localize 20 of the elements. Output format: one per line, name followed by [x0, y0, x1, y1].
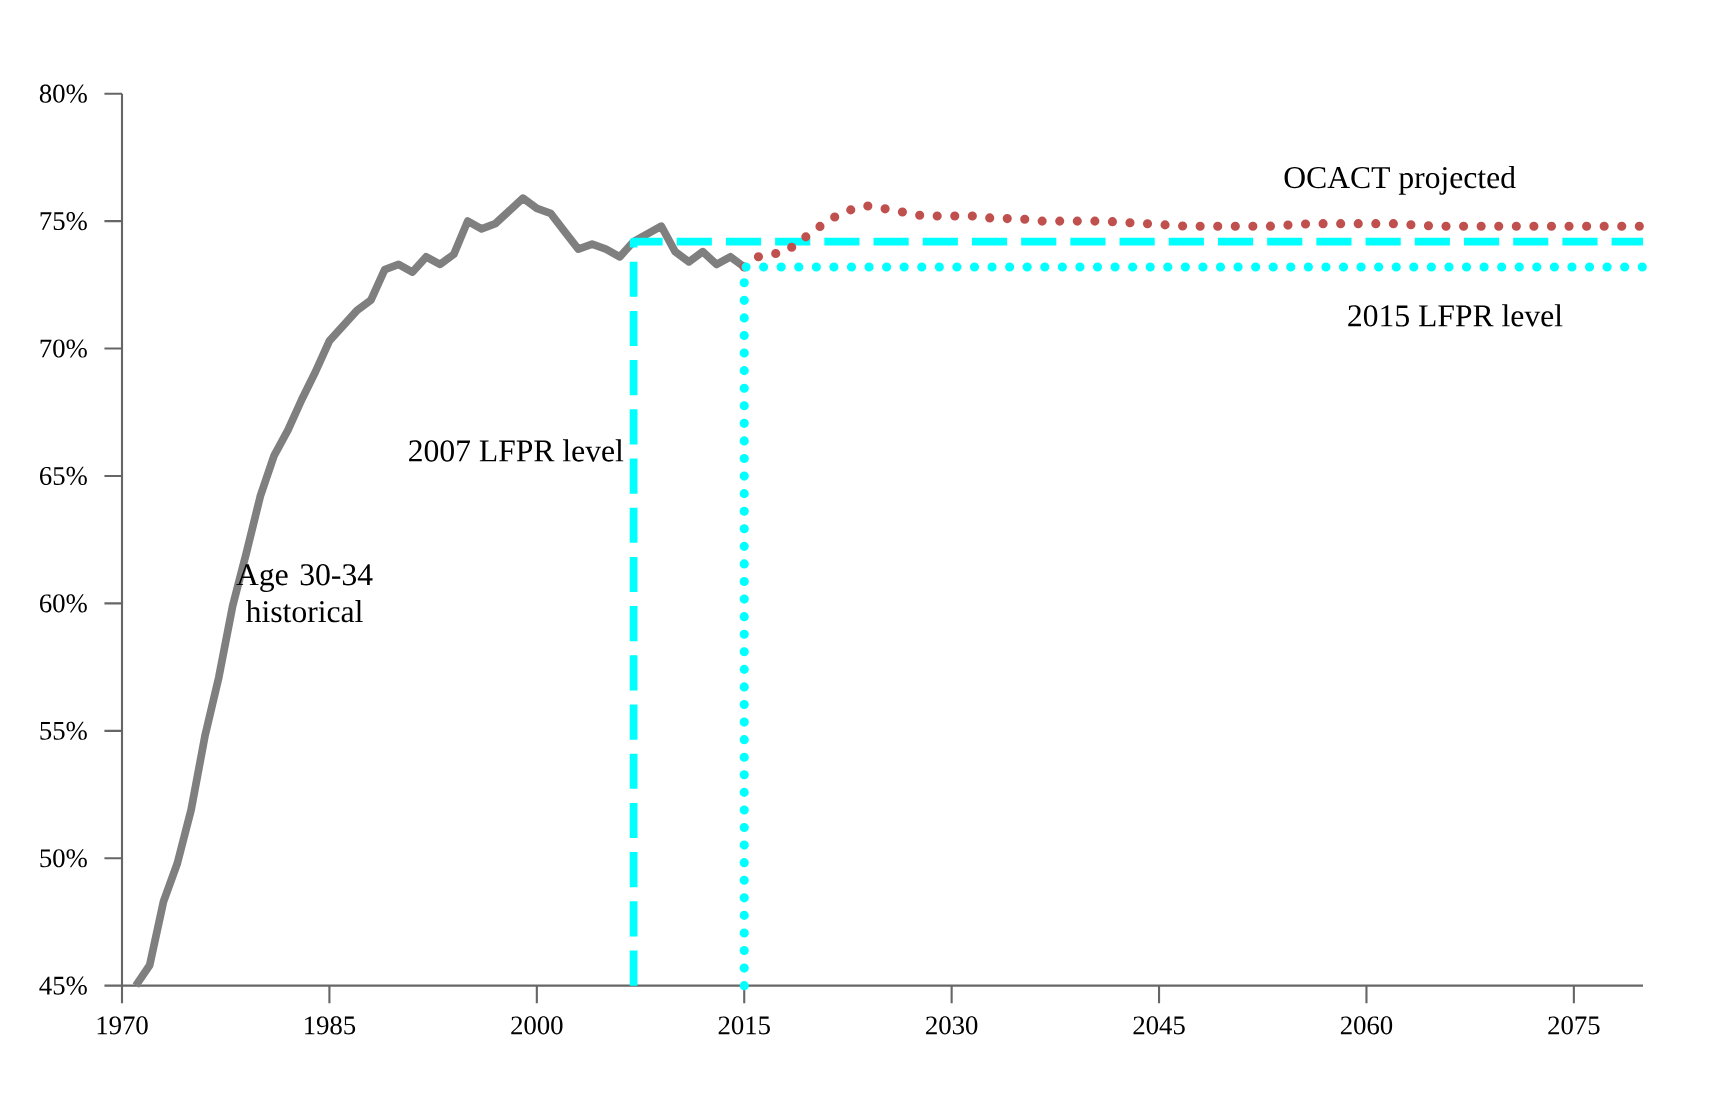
series-label: Age 30-34 historical: [236, 564, 373, 623]
x-tick-label: 1970: [97, 1016, 148, 1035]
x-tick-label: 2060: [1340, 1016, 1393, 1035]
y-tick-label: 70%: [40, 339, 87, 358]
x-tick-label: 2030: [926, 1016, 978, 1035]
x-tick-label: 2015: [718, 1016, 770, 1035]
series-label: 2015 LFPR level: [1348, 304, 1563, 327]
y-tick-label: 50%: [40, 849, 87, 868]
y-tick-label: 75%: [40, 212, 87, 231]
x-tick-label: 2045: [1133, 1016, 1185, 1035]
x-tick-label: 2000: [511, 1016, 563, 1035]
y-tick-label: 65%: [40, 466, 87, 486]
x-tick-label: 1985: [305, 1016, 356, 1035]
y-tick-label: 60%: [40, 594, 87, 613]
y-tick-label: 45%: [39, 976, 87, 995]
series-label: 2007 LFPR level: [409, 439, 624, 462]
series-label: OCACT projected: [1284, 166, 1516, 195]
y-tick-label: 55%: [40, 721, 87, 740]
y-tick-label: 80%: [39, 84, 87, 103]
x-tick-label: 2075: [1548, 1016, 1600, 1035]
